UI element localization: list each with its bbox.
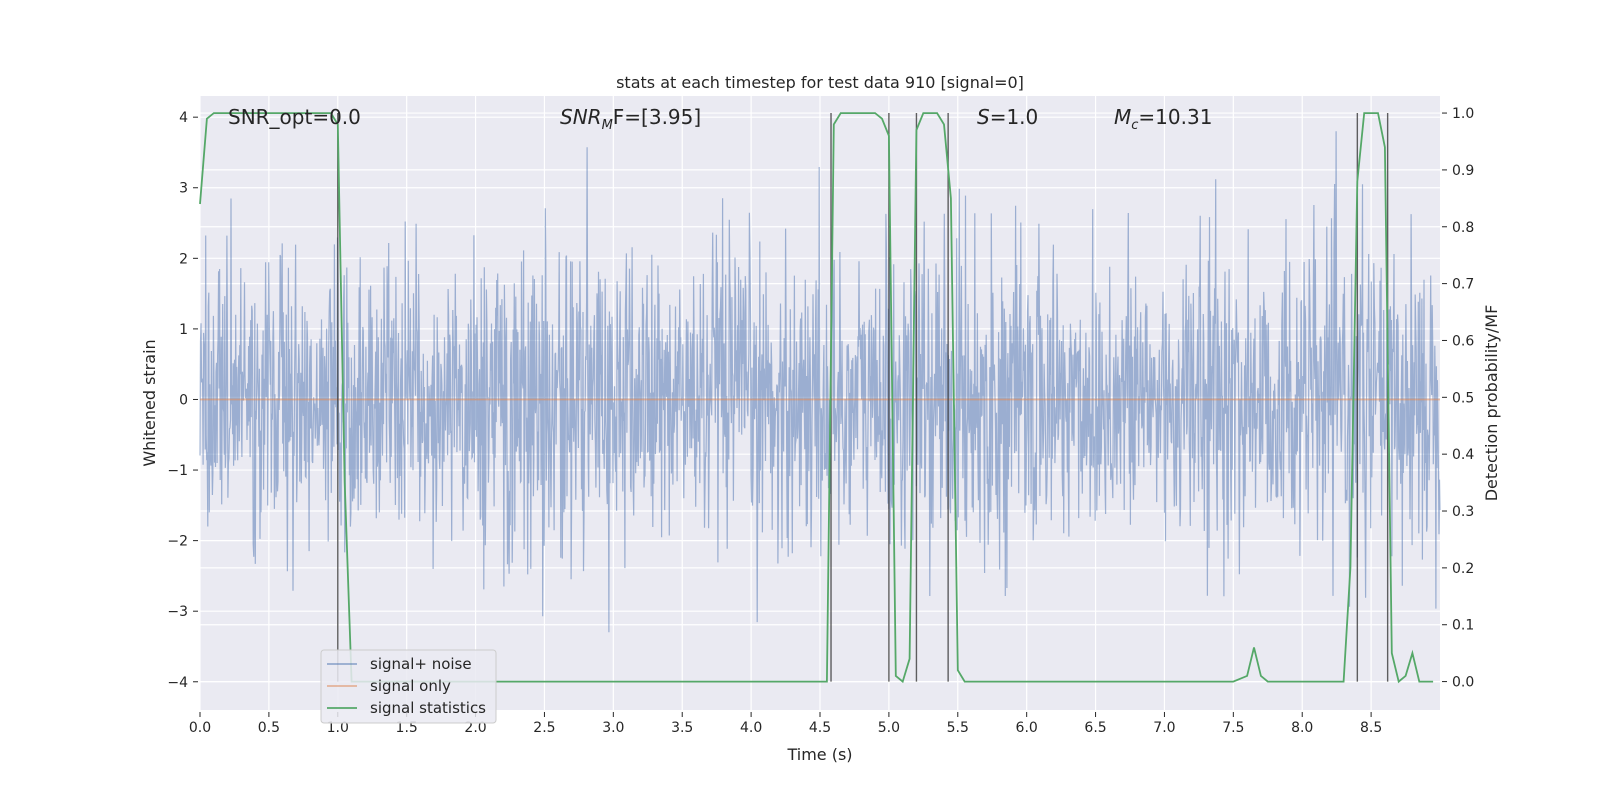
left-y-tick-label: 4 bbox=[179, 110, 188, 126]
snr-opt-annotation: SNR_opt=0.0 bbox=[228, 105, 361, 129]
right-y-tick-label: 0.7 bbox=[1452, 277, 1474, 293]
x-tick-label: 1.0 bbox=[327, 720, 349, 736]
s-symbol: S bbox=[977, 105, 990, 129]
left-y-tick-label: 1 bbox=[179, 322, 188, 338]
right-y-tick-labels: 0.0 0.1 0.2 0.3 0.4 0.5 0.6 0.7 0.8 0.9 1.0 bbox=[1442, 106, 1474, 691]
noise-trace bbox=[199, 131, 1441, 633]
x-tick-label: 4.5 bbox=[809, 720, 831, 736]
x-tick-label: 8.0 bbox=[1291, 720, 1313, 736]
left-y-tick-label: −1 bbox=[167, 463, 188, 479]
legend-label-noise: signal+ noise bbox=[370, 655, 472, 673]
x-tick-label: 0.5 bbox=[258, 720, 280, 736]
right-y-tick-label: 0.3 bbox=[1452, 504, 1474, 520]
right-y-tick-label: 0.6 bbox=[1452, 333, 1474, 349]
right-y-tick-label: 0.8 bbox=[1452, 220, 1474, 236]
x-tick-label: 2.5 bbox=[533, 720, 555, 736]
left-y-tick-label: −4 bbox=[167, 675, 188, 691]
x-tick-label: 6.0 bbox=[1016, 720, 1038, 736]
x-tick-label: 0.0 bbox=[189, 720, 211, 736]
right-y-tick-label: 0.5 bbox=[1452, 390, 1474, 406]
legend-label-stats: signal statistics bbox=[370, 699, 486, 717]
legend-label-signal: signal only bbox=[370, 677, 451, 695]
left-y-tick-label: −2 bbox=[167, 534, 188, 550]
s-value: =1.0 bbox=[990, 105, 1039, 129]
left-y-axis-label: Whitened strain bbox=[140, 339, 159, 466]
mc-annotation: Mc=10.31 bbox=[1114, 105, 1212, 133]
left-y-tick-label: −3 bbox=[167, 604, 188, 620]
x-tick-label: 1.5 bbox=[396, 720, 418, 736]
x-tick-label: 6.5 bbox=[1084, 720, 1106, 736]
legend-box bbox=[320, 649, 497, 724]
right-y-tick-label: 0.1 bbox=[1452, 618, 1474, 634]
x-tick-labels: 0.0 0.5 1.0 1.5 2.0 2.5 3.0 3.5 4.0 4.5 5.0 5.5 6.0 6… bbox=[189, 712, 1382, 736]
mc-value: =10.31 bbox=[1138, 105, 1212, 129]
mc-symbol: M bbox=[1114, 105, 1131, 129]
x-tick-label: 8.5 bbox=[1360, 720, 1382, 736]
signal-plus-noise-series bbox=[199, 131, 1441, 633]
x-tick-label: 7.0 bbox=[1153, 720, 1175, 736]
chart-title: stats at each timestep for test data 910… bbox=[616, 73, 1024, 92]
snr-mf-annotation: SNRMF=[3.95] bbox=[560, 105, 701, 133]
right-y-axis-label: Detection probability/MF bbox=[1482, 305, 1501, 502]
mc-subscript: c bbox=[1131, 118, 1138, 133]
right-y-tick-label: 0.4 bbox=[1452, 447, 1474, 463]
snr-mf-value: F=[3.95] bbox=[613, 105, 701, 129]
x-tick-label: 3.0 bbox=[602, 720, 624, 736]
x-tick-label: 2.0 bbox=[464, 720, 486, 736]
right-y-tick-label: 0.9 bbox=[1452, 163, 1474, 179]
x-tick-label: 7.5 bbox=[1222, 720, 1244, 736]
x-tick-label: 5.5 bbox=[947, 720, 969, 736]
left-y-tick-labels: −4 −3 −2 −1 0 1 2 3 4 bbox=[167, 110, 198, 691]
left-y-tick-label: 2 bbox=[179, 251, 188, 267]
legend: signal+ noise signal only signal statist… bbox=[320, 649, 497, 724]
x-tick-label: 3.5 bbox=[671, 720, 693, 736]
snr-mf-subscript: M bbox=[602, 118, 613, 133]
left-y-tick-label: 3 bbox=[179, 181, 188, 197]
right-y-tick-label: 0.0 bbox=[1452, 675, 1474, 691]
right-y-tick-label: 1.0 bbox=[1452, 106, 1474, 122]
left-y-tick-label: 0 bbox=[179, 392, 188, 408]
x-tick-label: 4.0 bbox=[740, 720, 762, 736]
s-annotation: S=1.0 bbox=[977, 105, 1038, 129]
x-tick-label: 5.0 bbox=[878, 720, 900, 736]
right-y-tick-label: 0.2 bbox=[1452, 561, 1474, 577]
x-axis-label: Time (s) bbox=[786, 745, 852, 764]
snr-mf-main: SNR bbox=[560, 105, 602, 129]
